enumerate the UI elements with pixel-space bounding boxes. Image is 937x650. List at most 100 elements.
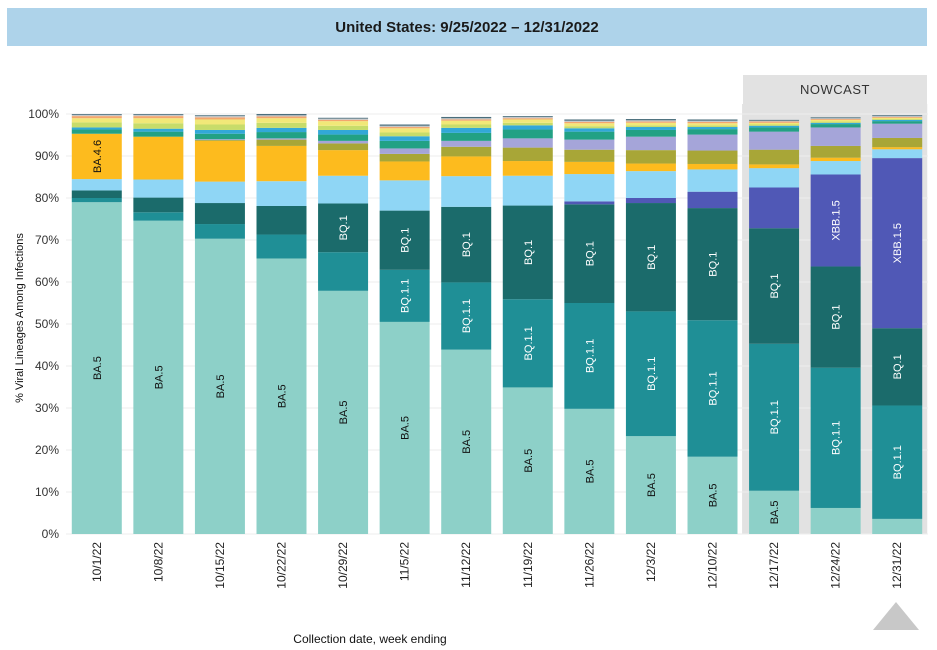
bar-segment [318,121,369,126]
bar-segment [441,119,492,121]
bar-data-label: BA.5 [338,400,350,424]
bar-data-label: BQ.1.1 [461,299,473,333]
bar-segment [194,140,245,141]
bar-data-label: BQ.1 [646,245,658,270]
bar-segment [687,320,738,457]
bar-data-label: BQ.1 [584,241,596,266]
bar-segment [810,119,861,120]
bar-segment [194,119,245,125]
bar-segment [71,202,122,534]
bar-stack: BQ.1.1 BQ.1 XBB.1.5 [810,117,861,534]
bar-segment [256,127,307,133]
bar-segment [379,148,430,154]
x-tick-label: 11/26/22 [582,542,596,588]
bar-segment [872,147,923,150]
bar-segment [687,127,738,130]
y-tick-label: 10% [35,485,59,499]
bar-data-label: BA.5 [461,430,473,454]
bar-segment [625,127,676,130]
bar-data-label: BA.5 [277,384,289,408]
bar-data-label: BQ.1.1 [400,279,412,313]
bar-segment [71,127,122,130]
bar-segment [564,201,615,205]
x-tick-label: 10/29/22 [336,542,350,589]
bar-segment [133,212,184,221]
bar-segment [687,163,738,170]
bar-segment [441,282,492,350]
bar-segment [379,180,430,211]
bar-data-label: BQ.1.1 [708,371,720,405]
x-tick-label: 12/31/22 [890,542,904,589]
x-tick-label: 12/17/22 [767,542,781,589]
bar-segment [564,408,615,534]
bar-segment [872,117,923,120]
bar-segment [564,139,615,150]
bar-segment [441,156,492,177]
bar-segment [810,122,861,125]
y-tick-label: 0% [42,527,60,541]
bar-segment [749,119,800,121]
bar-segment [256,139,307,146]
bar-segment [502,175,553,206]
bar-segment [564,123,615,127]
bar-segment [71,198,122,203]
bar-segment [502,116,553,117]
bar-segment [318,125,369,130]
bar-segment [194,117,245,120]
x-tick-label: 10/15/22 [213,542,227,589]
bar-segment [133,123,184,129]
bar-data-label: BA.5 [215,374,227,398]
bar-segment [71,118,122,123]
bar-stack: BA.5 BQ.1.1 BQ.1 [625,119,676,534]
bar-stack: BA.5 [133,114,184,534]
bar-segment [749,131,800,150]
bar-segment [749,168,800,188]
chart-title-bar: United States: 9/25/2022 – 12/31/2022 [7,8,927,46]
bar-stack: BA.5 BQ.1.1 BQ.1 [379,124,430,534]
x-tick-label: 11/12/22 [459,542,473,588]
bar-stack: BA.5 [194,115,245,535]
bar-segment [194,203,245,225]
bar-segment [564,131,615,140]
bar-data-label: BA.5 [646,473,658,497]
bar-segment [256,118,307,123]
bar-segment [502,129,553,139]
bar-segment [872,119,923,120]
bar-data-label: BA.5 [153,365,165,389]
x-tick-label: 11/19/22 [521,542,535,588]
bar-segment [687,191,738,209]
bar-segment [441,146,492,157]
bar-segment [194,133,245,140]
bar-segment [71,116,122,119]
scroll-up-arrow-icon[interactable] [873,602,919,630]
bar-segment [133,118,184,124]
bar-segment [810,145,861,158]
bar-segment [441,124,492,128]
bar-segment [625,311,676,437]
bar-segment [872,116,923,117]
bar-segment [256,181,307,206]
bar-segment [810,119,861,122]
bar-segment [318,175,369,204]
bar-segment [441,118,492,120]
bar-segment [687,456,738,534]
bar-segment [133,197,184,213]
bar-data-label: BQ.1.1 [892,445,904,479]
bar-segment [256,138,307,140]
bar-segment [133,128,184,132]
bar-segment [502,387,553,534]
bar-segment [625,171,676,198]
bar-segment [625,129,676,137]
x-tick-label: 12/10/22 [706,542,720,589]
bar-segment [133,131,184,137]
bar-data-label: BQ.1 [338,215,350,240]
bar-data-label: BA.4.6 [92,140,104,173]
bar-data-label: BQ.1 [892,354,904,379]
bar-segment [872,121,923,124]
bar-data-label: BQ.1 [708,252,720,277]
bar-data-label: BA.5 [769,500,781,524]
bar-data-label: BQ.1.1 [831,421,843,455]
bar-segment [564,174,615,202]
bar-segment [872,115,923,117]
bar-segment [318,140,369,144]
